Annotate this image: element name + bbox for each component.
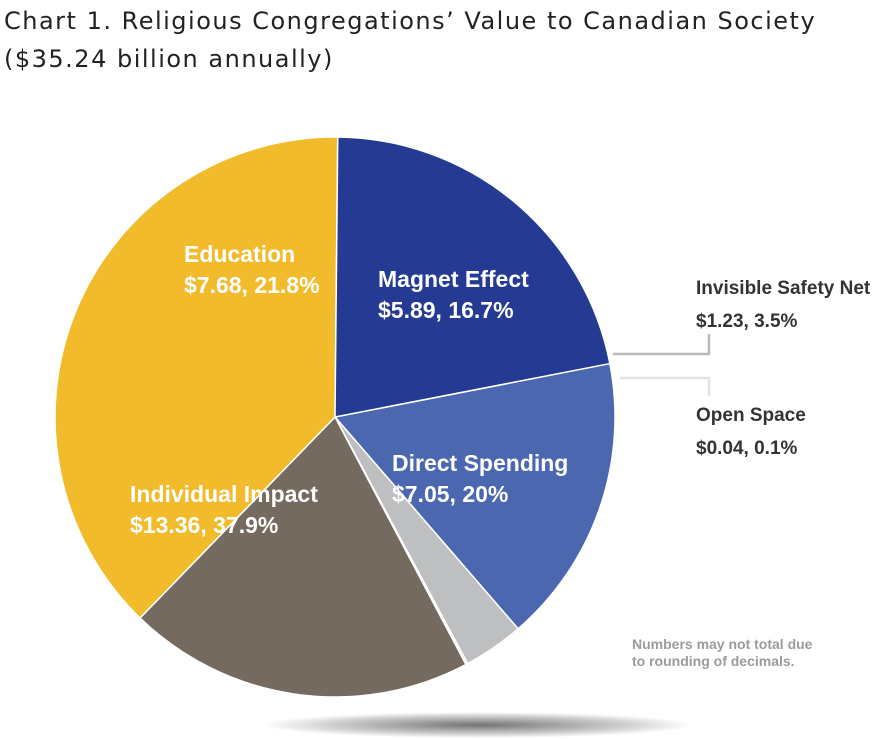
label-name-individual-impact: Individual Impact: [130, 481, 318, 507]
slice-direct-spending: [138, 415, 467, 698]
chart-title: Chart 1. Religious Congregations’ Value …: [4, 2, 816, 78]
label-value-direct-spending: $7.05, 20%: [392, 481, 508, 507]
pie-slices: [54, 136, 616, 698]
leader-invisible-safety-net: [613, 334, 711, 356]
rounding-note-line1: Numbers may not total due: [632, 636, 813, 652]
slice-individual-impact: [54, 136, 339, 620]
label-name-open-space: Open Space: [696, 405, 806, 426]
label-name-direct-spending: Direct Spending: [392, 450, 568, 476]
pie-shadow: [263, 712, 693, 738]
label-name-education: Education: [184, 241, 295, 267]
chart-title-line2: ($35.24 billion annually): [4, 45, 334, 73]
leader-open-space: [620, 376, 711, 396]
label-value-magnet-effect: $5.89, 16.7%: [378, 297, 514, 323]
rounding-note-line2: to rounding of decimals.: [632, 653, 795, 669]
slice-magnet-effect: [333, 362, 616, 630]
label-value-invisible-safety-net: $1.23, 3.5%: [696, 311, 798, 332]
rounding-note: Numbers may not total due to rounding of…: [632, 636, 812, 670]
label-value-individual-impact: $13.36, 37.9%: [130, 512, 278, 538]
slice-education: [334, 136, 611, 418]
chart-title-line1: Chart 1. Religious Congregations’ Value …: [4, 7, 817, 35]
label-value-education: $7.68, 21.8%: [184, 272, 320, 298]
label-name-invisible-safety-net: Invisible Safety Net: [696, 278, 871, 299]
label-name-magnet-effect: Magnet Effect: [378, 266, 529, 292]
slice-labels: Magnet Effect $5.89, 16.7% Invisible Safet…: [130, 241, 871, 538]
leader-lines: [613, 334, 711, 396]
label-value-open-space: $0.04, 0.1%: [696, 438, 798, 459]
